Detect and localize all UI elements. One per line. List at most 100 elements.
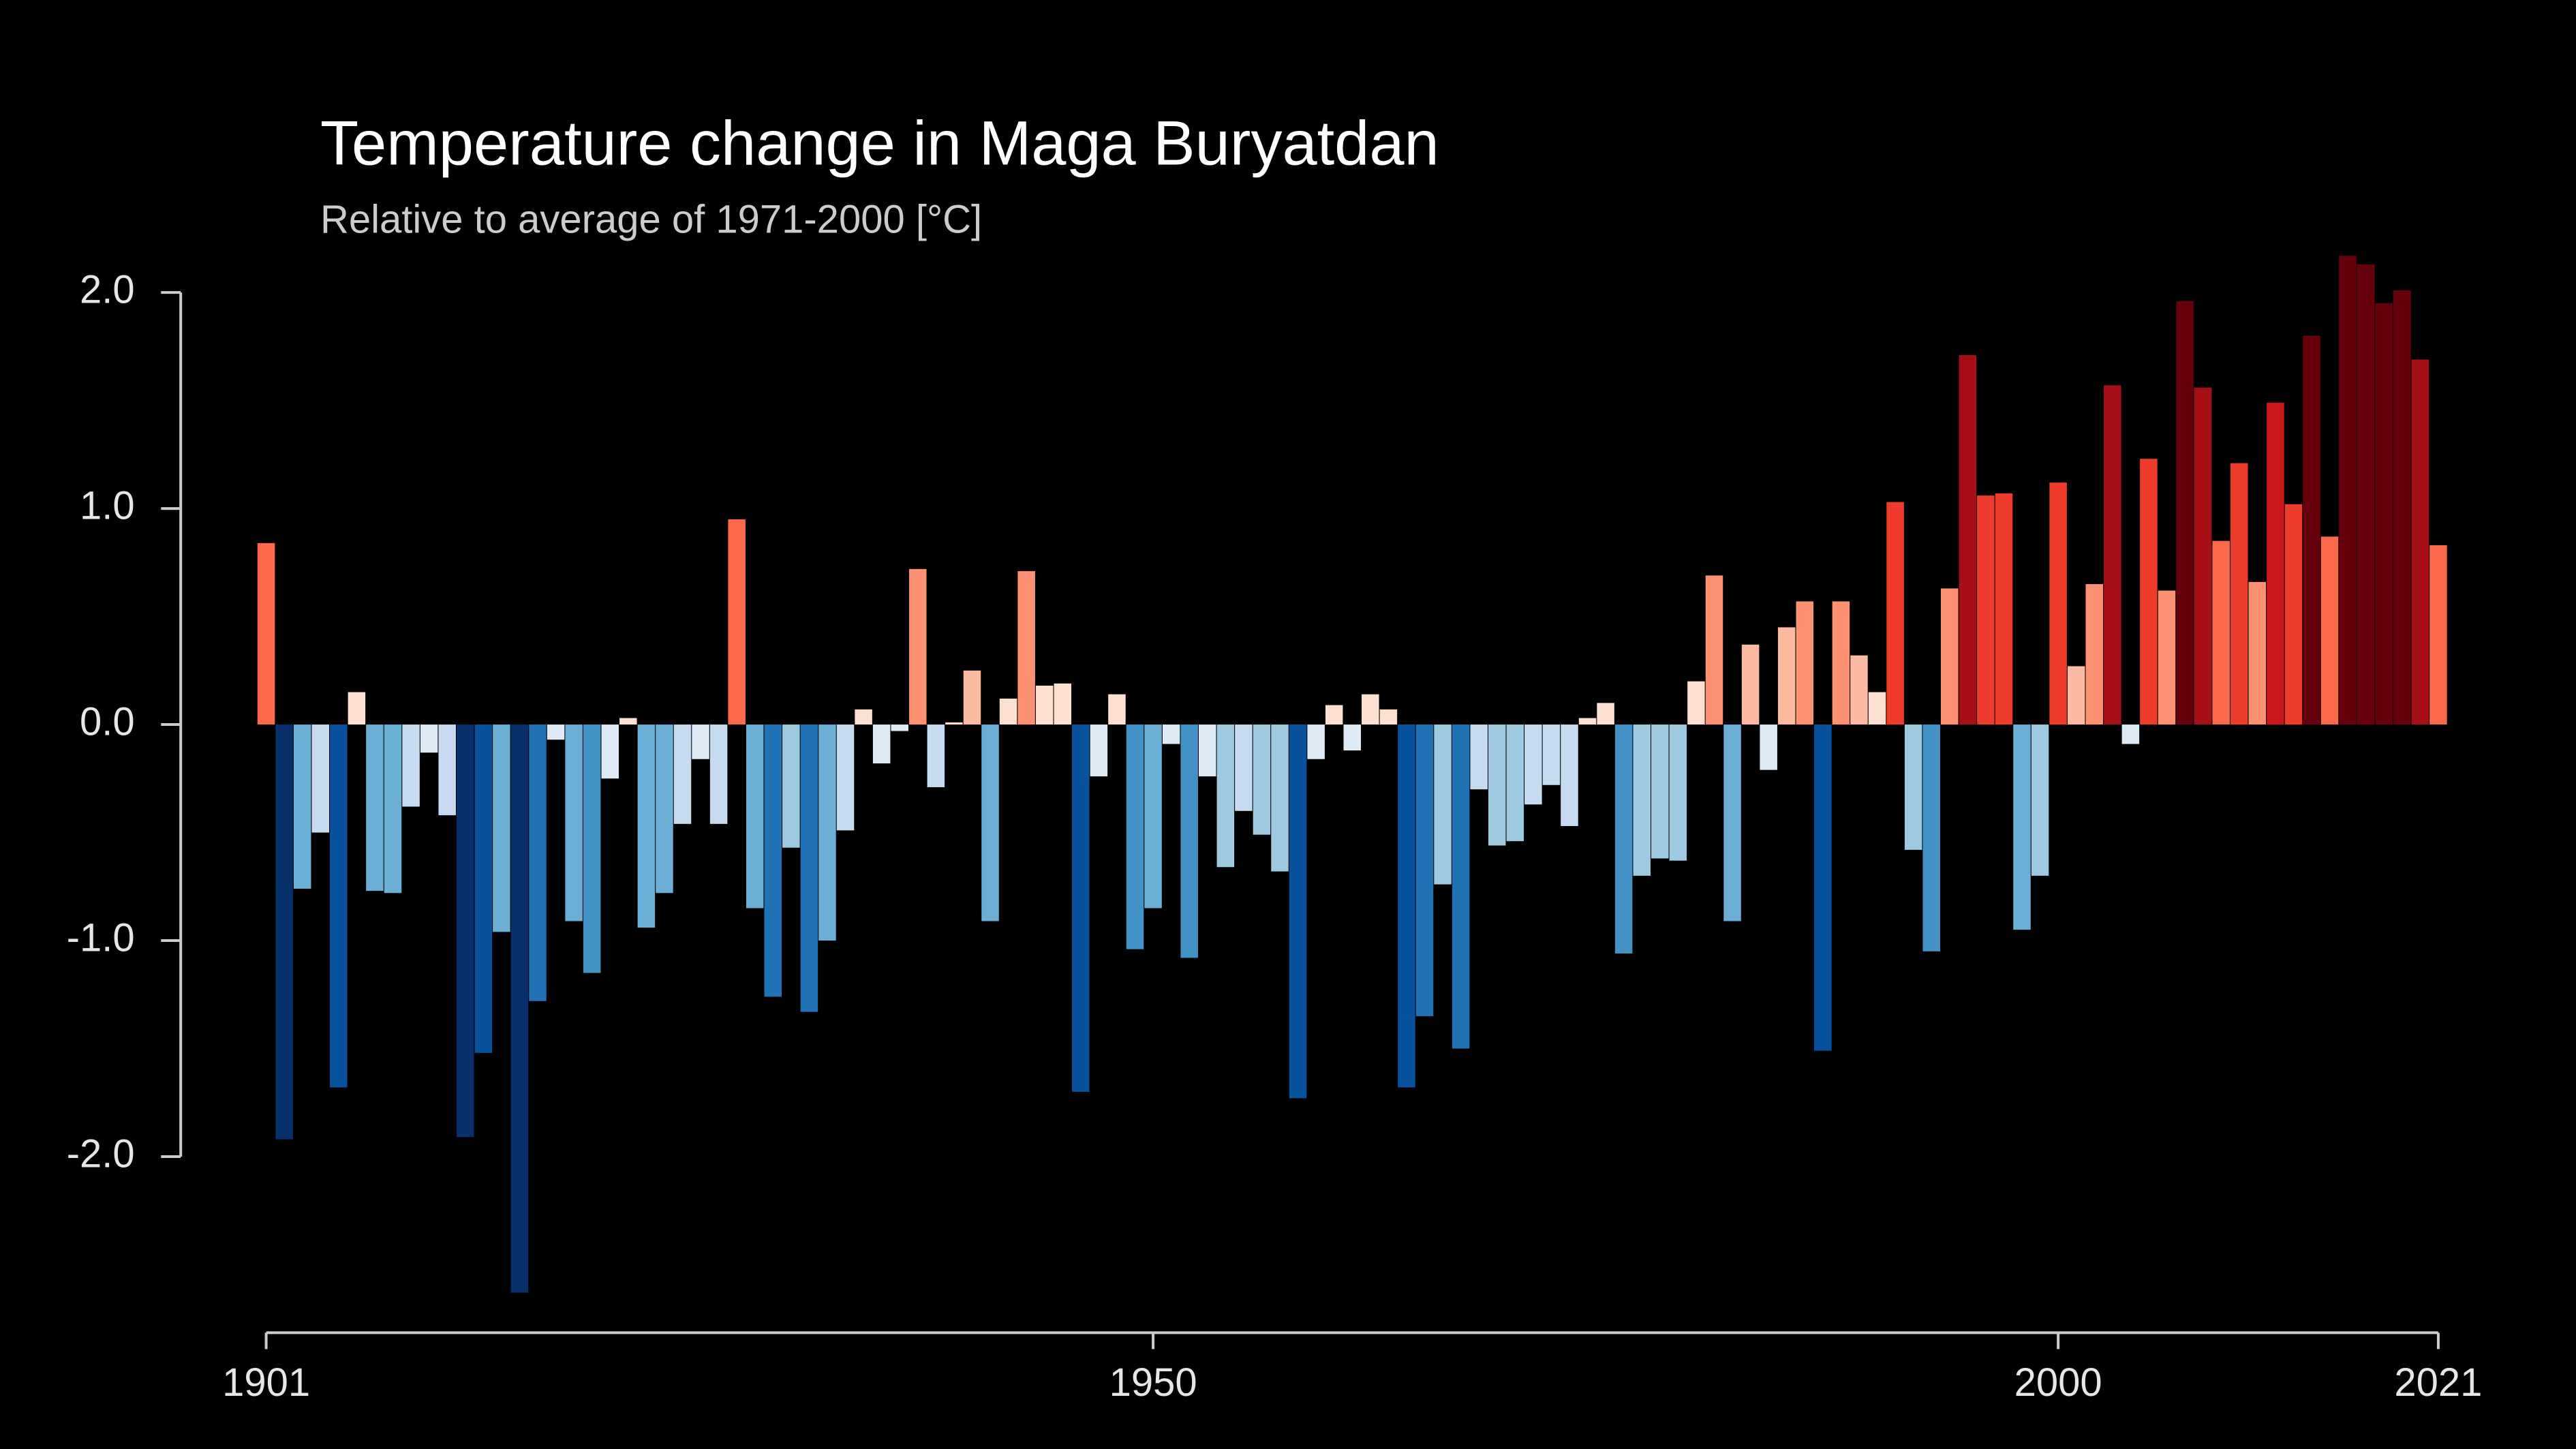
bar: [891, 724, 908, 731]
bar: [1307, 724, 1325, 759]
chart-title: Temperature change in Maga Buryatdan: [320, 108, 1439, 178]
x-tick-label: 2021: [2394, 1360, 2482, 1405]
bar: [2248, 581, 2267, 725]
bar: [1398, 724, 1415, 1088]
bar: [2158, 590, 2176, 725]
bar: [692, 724, 709, 759]
bar: [1995, 493, 2013, 725]
bar: [855, 709, 872, 725]
bar: [1343, 724, 1362, 751]
bar: [1561, 724, 1578, 827]
bar: [565, 724, 583, 921]
bar: [2411, 359, 2429, 725]
bar: [872, 724, 891, 764]
bar: [1035, 685, 1054, 725]
bar: [1415, 724, 1434, 1016]
x-tick-label: 1901: [222, 1360, 310, 1405]
bar: [1126, 724, 1144, 949]
bar: [818, 724, 836, 941]
bar: [1814, 724, 1832, 1051]
bar: [583, 724, 601, 973]
bar: [2049, 483, 2067, 725]
bar: [2320, 536, 2339, 725]
bar: [2357, 264, 2375, 725]
bar: [2104, 385, 2121, 725]
bar: [637, 724, 656, 928]
bar: [2284, 504, 2303, 725]
bar: [293, 724, 311, 889]
bar: [1977, 495, 1995, 725]
bar: [1633, 724, 1651, 876]
bar: [1651, 724, 1669, 859]
bar: [1868, 692, 1886, 725]
bar: [2429, 545, 2447, 725]
bar: [1289, 724, 1307, 1099]
bar: [330, 724, 348, 1088]
bar: [1904, 724, 1922, 850]
bar: [2375, 303, 2393, 725]
bar: [1072, 724, 1090, 1092]
bar: [2339, 256, 2357, 725]
bar: [782, 724, 800, 848]
bar: [547, 724, 565, 740]
bar: [945, 722, 963, 725]
bar: [927, 724, 945, 787]
bar: [2194, 387, 2212, 725]
bar: [1054, 683, 1072, 725]
bar: [999, 699, 1017, 725]
bar: [457, 724, 474, 1138]
bar: [1506, 724, 1524, 842]
bar: [311, 724, 330, 833]
bar: [2303, 335, 2320, 725]
bar: [2085, 584, 2104, 725]
bar: [836, 724, 855, 831]
bar: [1941, 588, 1959, 725]
bar: [1886, 502, 1904, 725]
bar: [1832, 601, 1850, 725]
bar: [1017, 571, 1035, 725]
bar: [1216, 724, 1235, 868]
bar: [1741, 644, 1760, 725]
bar: [1434, 724, 1452, 885]
bar: [1760, 724, 1777, 770]
bar: [1796, 601, 1814, 725]
bar: [1777, 627, 1796, 725]
bar: [728, 519, 746, 725]
bar: [1379, 709, 1398, 725]
bar: [1452, 724, 1470, 1049]
y-tick-label: -2.0: [67, 1131, 135, 1176]
bar: [619, 718, 637, 725]
bar: [2140, 459, 2158, 725]
bar: [2176, 301, 2194, 725]
bar: [800, 724, 818, 1012]
bar: [2121, 724, 2140, 744]
bar: [1614, 724, 1633, 954]
bar: [2067, 666, 2085, 725]
bar: [1922, 724, 1940, 951]
bar: [746, 724, 764, 909]
y-tick-label: 1.0: [80, 483, 135, 528]
bar: [1723, 724, 1741, 921]
bar: [366, 724, 384, 891]
bar: [2031, 724, 2049, 876]
bar: [257, 543, 275, 725]
bar: [529, 724, 547, 1001]
bar: [275, 724, 293, 1140]
bar: [2393, 290, 2411, 725]
y-tick-label: 2.0: [80, 267, 135, 311]
bar: [1578, 718, 1597, 725]
y-tick-label: 0.0: [80, 699, 135, 744]
bar: [656, 724, 673, 894]
bar: [402, 724, 420, 807]
bar: [1470, 724, 1488, 790]
bar: [1687, 681, 1705, 725]
bar: [1542, 724, 1561, 785]
bar: [1959, 355, 1977, 725]
bar: [2267, 402, 2284, 725]
bar: [1199, 724, 1216, 777]
x-tick-label: 1950: [1109, 1360, 1197, 1405]
bar: [348, 692, 366, 725]
bar: [2230, 463, 2248, 725]
bar: [510, 724, 529, 1293]
bar: [474, 724, 493, 1053]
